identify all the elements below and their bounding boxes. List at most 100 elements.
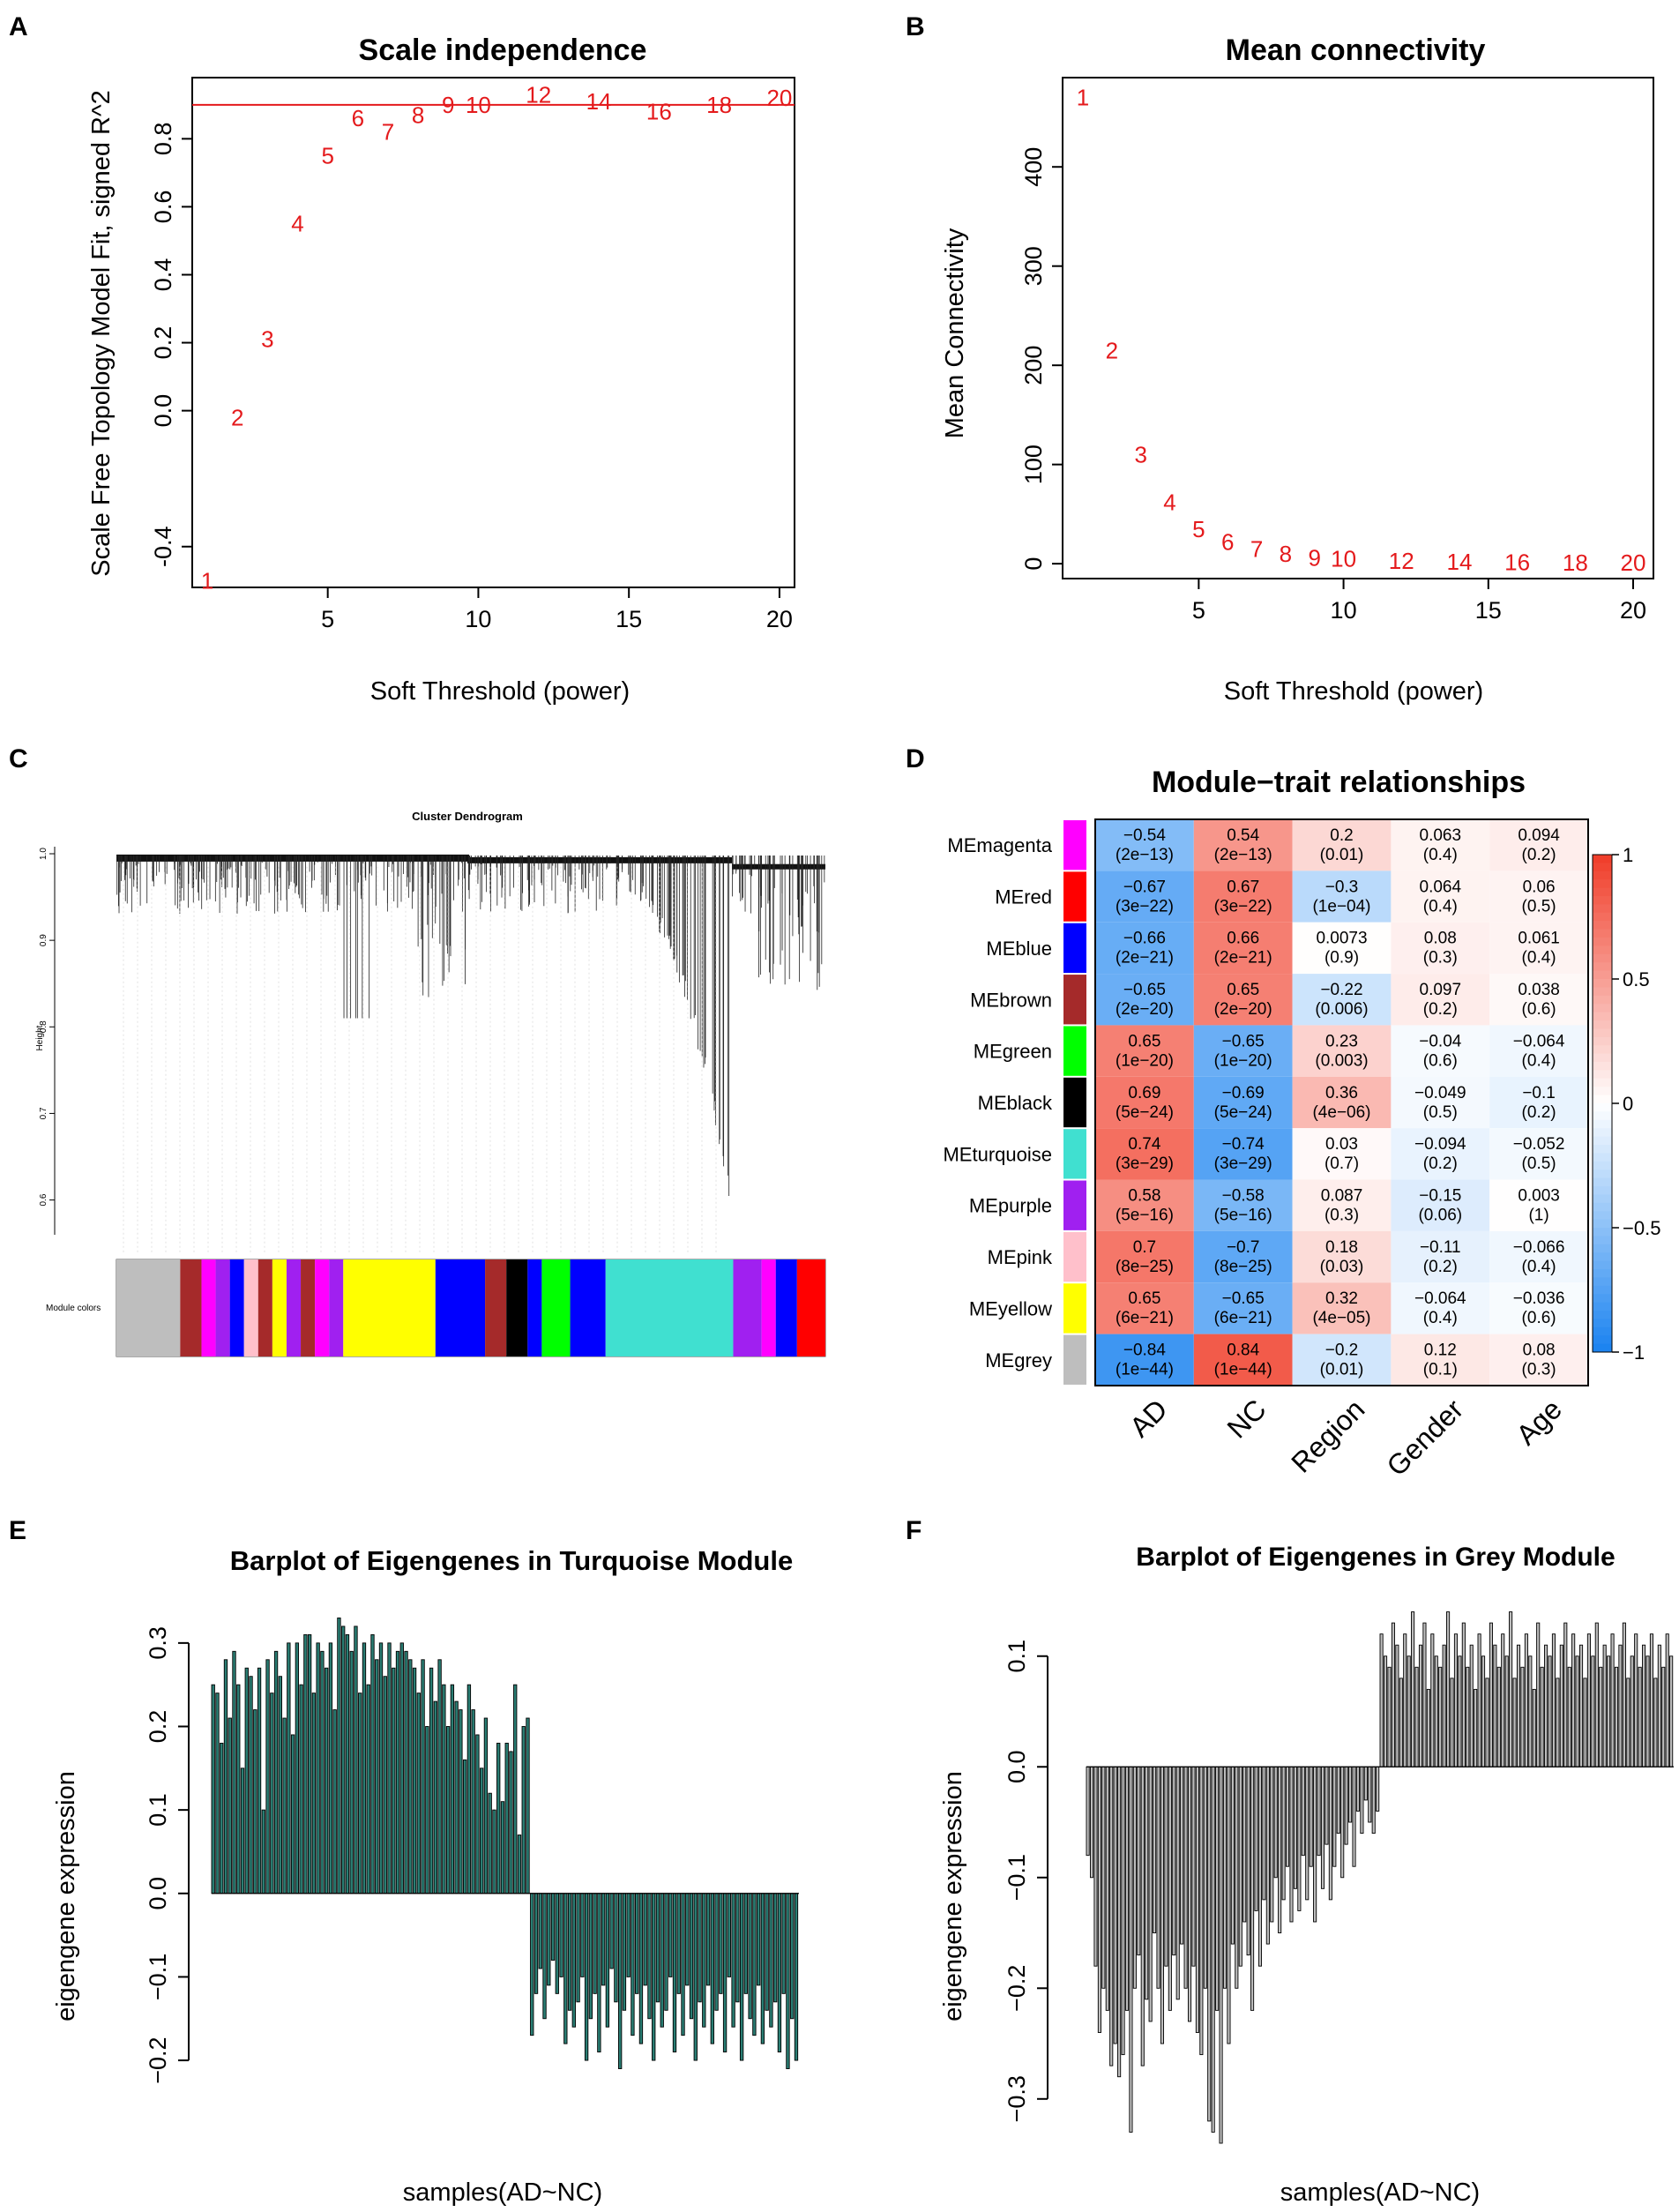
panel-d-cell-pvalue: (8e−25) xyxy=(1116,1258,1174,1276)
panel-f-bar xyxy=(1121,1766,1125,2056)
panel-c-module-block xyxy=(229,1259,244,1356)
panel-e-bar xyxy=(739,1893,744,2061)
panel-d-legend-gradient-step xyxy=(1593,904,1612,914)
panel-d-legend-gradient-step xyxy=(1593,1252,1612,1262)
panel-f-bar xyxy=(1164,1766,1168,1967)
panel-d-cell-pvalue: (0.5) xyxy=(1522,897,1556,915)
panel-f-bar xyxy=(1661,1666,1666,1767)
panel-e-bar xyxy=(370,1633,375,1894)
panel-d-cell-value: −0.65 xyxy=(1222,1032,1265,1050)
panel-f-bar xyxy=(1336,1766,1340,1835)
panel-c-y-tick-label: 0.6 xyxy=(39,1193,49,1206)
panel-e-bar xyxy=(521,1726,526,1894)
panel-f-y-tick-label: −0.3 xyxy=(1004,2075,1030,2122)
panel-label-e: E xyxy=(9,1516,26,1545)
panel-e-bar xyxy=(421,1659,425,1894)
panel-d-cell-pvalue: (0.7) xyxy=(1325,1155,1359,1173)
panel-f-bar xyxy=(1540,1666,1544,1767)
panel-d-legend-gradient-step xyxy=(1593,1285,1612,1295)
panel-d-legend-gradient-step xyxy=(1593,879,1612,889)
panel-f-bar xyxy=(1270,1766,1274,1923)
panel-f-bar xyxy=(1257,1766,1263,1967)
panel-d-cell-pvalue: (0.006) xyxy=(1315,1000,1368,1019)
panel-f-grey-barplot: Barplot of Eigengenes in Grey Module −0.… xyxy=(939,1543,1674,2207)
panel-f-bar xyxy=(1262,1766,1266,1901)
panel-e-bar xyxy=(337,1618,341,1894)
panel-f-bar xyxy=(1474,1688,1478,1767)
panel-f-bar xyxy=(1242,1766,1247,1923)
panel-d-legend-gradient-step xyxy=(1593,1211,1612,1221)
panel-d-cell xyxy=(1489,974,1588,1026)
panel-f-bar xyxy=(1504,1655,1509,1767)
panel-f-bar xyxy=(1297,1766,1302,1911)
panel-d-row-label: MEturquoise xyxy=(943,1143,1052,1165)
panel-d-cell xyxy=(1489,1230,1588,1283)
panel-e-bar xyxy=(345,1633,350,1894)
panel-d-cell xyxy=(1391,922,1490,975)
panel-d-column-labels: AD NC Region Gender Age xyxy=(1123,1393,1568,1482)
panel-c-merge-band xyxy=(732,863,825,870)
panel-d-row-label: MEblue xyxy=(986,938,1052,960)
panel-e-bar xyxy=(617,1893,623,2069)
panel-b-y-tick-label: 300 xyxy=(1020,246,1047,286)
panel-d-cell xyxy=(1193,1076,1293,1129)
panel-d-heatmap-frame xyxy=(1094,818,1589,1386)
panel-f-bar xyxy=(1160,1766,1165,2044)
panel-f-bar xyxy=(1187,1766,1192,2022)
panel-a-point-label: 10 xyxy=(466,92,491,118)
panel-e-turquoise-barplot: Barplot of Eigengenes in Turquoise Modul… xyxy=(52,1545,799,2207)
panel-e-bar xyxy=(462,1759,467,1894)
panel-e-x-label: samples(AD~NC) xyxy=(403,2178,602,2207)
panel-c-module-block xyxy=(301,1259,316,1356)
panel-e-title: Barplot of Eigengenes in Turquoise Modul… xyxy=(230,1545,793,1576)
panel-d-legend-label: −1 xyxy=(1623,1341,1645,1364)
panel-c-module-block xyxy=(485,1259,507,1356)
panel-f-bar xyxy=(1516,1644,1521,1767)
panel-f-bar xyxy=(1399,1678,1403,1767)
panel-d-cell xyxy=(1391,1282,1490,1334)
panel-f-bar xyxy=(1097,1766,1101,2033)
panel-f-bar xyxy=(1442,1644,1446,1767)
panel-d-cell xyxy=(1489,819,1588,871)
panel-e-bar xyxy=(261,1809,265,1894)
panel-f-bar xyxy=(1407,1655,1411,1767)
panel-d-cell-pvalue: (5e−16) xyxy=(1116,1207,1174,1225)
panel-a-point-label: 16 xyxy=(646,99,672,125)
panel-f-bar xyxy=(1129,1766,1133,2133)
panel-d-legend-gradient-step xyxy=(1593,1103,1612,1112)
panel-d-legend-gradient-step xyxy=(1593,863,1612,872)
panel-b-y-tick-label: 200 xyxy=(1020,346,1047,385)
panel-e-bar xyxy=(249,1676,253,1894)
panel-label-b: B xyxy=(906,12,925,41)
panel-f-bar xyxy=(1222,1766,1228,1989)
panel-d-cell-pvalue: (0.4) xyxy=(1423,846,1458,864)
panel-e-bar xyxy=(664,1893,668,2011)
panel-e-bar xyxy=(702,1893,706,2028)
panel-a-point-label: 7 xyxy=(382,119,394,146)
panel-d-cell-value: 0.06 xyxy=(1523,878,1556,896)
panel-d-cell xyxy=(1489,1282,1588,1334)
panel-d-cell-value: 0.064 xyxy=(1420,878,1462,896)
panel-b-x-axis: 5 10 15 20 xyxy=(1192,579,1646,624)
panel-d-legend-gradient-step xyxy=(1593,962,1612,972)
panel-f-bar xyxy=(1528,1655,1533,1767)
panel-e-bar xyxy=(425,1726,429,1894)
panel-e-bar xyxy=(580,1893,585,1977)
panel-f-bar xyxy=(1340,1766,1345,1879)
panel-d-cell-value: 0.32 xyxy=(1325,1289,1358,1308)
panel-d-cell-value: 0.54 xyxy=(1227,826,1259,845)
panel-d-legend-gradient-step xyxy=(1593,1186,1612,1195)
panel-f-bar xyxy=(1132,1766,1137,1989)
panel-f-bar xyxy=(1512,1678,1517,1767)
panel-e-bar xyxy=(278,1676,282,1894)
panel-d-cell-pvalue: (8e−25) xyxy=(1214,1258,1272,1276)
panel-f-bar xyxy=(1195,1766,1199,2033)
panel-f-bar xyxy=(1180,1766,1184,1945)
panel-d-column-label: NC xyxy=(1221,1393,1272,1444)
panel-e-bar xyxy=(668,1893,673,1977)
panel-d-cell-value: −0.1 xyxy=(1522,1084,1556,1102)
panel-c-module-block xyxy=(243,1259,258,1356)
panel-b-point-label: 7 xyxy=(1250,535,1263,562)
panel-f-bar xyxy=(1332,1766,1337,1867)
panel-e-bar xyxy=(496,1742,501,1894)
